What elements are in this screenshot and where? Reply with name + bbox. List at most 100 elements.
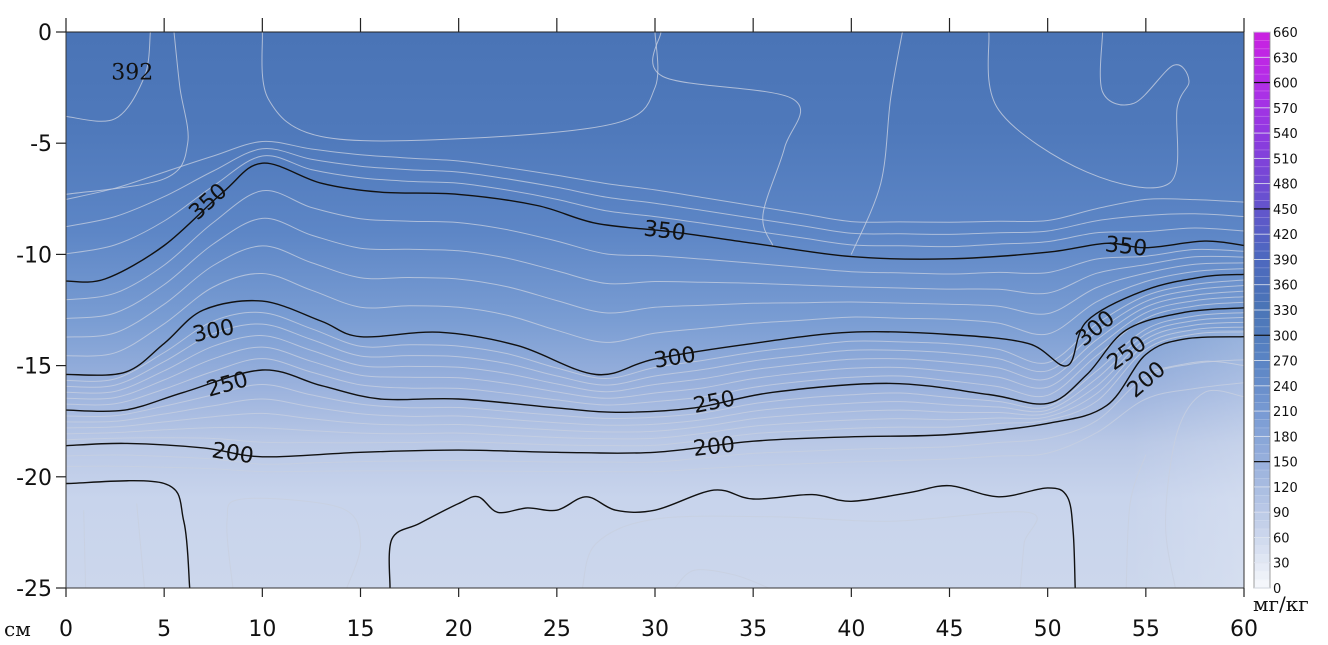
colorbar-swatch bbox=[1254, 208, 1270, 218]
colorbar-tick-label: 480 bbox=[1273, 178, 1298, 193]
thin-contour-lines bbox=[66, 32, 1244, 588]
colorbar-tick-label: 270 bbox=[1273, 355, 1298, 370]
contour-line-minor bbox=[652, 32, 801, 246]
x-tick-label: 35 bbox=[739, 617, 767, 641]
contour-line-minor bbox=[66, 279, 1244, 382]
colorbar-swatch bbox=[1254, 74, 1270, 84]
contour-line-minor bbox=[66, 190, 1244, 301]
y-tick-label: -5 bbox=[30, 132, 52, 157]
contour-line-minor bbox=[66, 382, 1244, 473]
x-axis-unit-label: см bbox=[4, 617, 31, 641]
contour-line-minor bbox=[987, 32, 1190, 189]
contour-label-350: 350 bbox=[642, 217, 687, 247]
colorbar-swatch bbox=[1254, 267, 1270, 277]
colorbar-swatch bbox=[1254, 234, 1270, 244]
colorbar-tick-label: 510 bbox=[1273, 152, 1298, 167]
contour-line-minor bbox=[226, 497, 362, 588]
contour-line-minor bbox=[850, 32, 903, 255]
contour-line-minor bbox=[581, 511, 1038, 588]
contour-line-minor bbox=[66, 359, 1244, 465]
colorbar-swatch bbox=[1254, 495, 1270, 505]
contour-line-minor bbox=[1164, 389, 1244, 588]
colorbar-swatch bbox=[1254, 444, 1270, 454]
colorbar-swatch bbox=[1254, 192, 1270, 202]
colorbar-swatch bbox=[1254, 470, 1270, 480]
colorbar-swatch bbox=[1254, 478, 1270, 488]
colorbar-swatch bbox=[1254, 259, 1270, 269]
colorbar-tick-label: 630 bbox=[1273, 51, 1298, 66]
contour-label-text: 350 bbox=[642, 217, 687, 247]
contour-line-350 bbox=[66, 162, 1244, 283]
contour-line-300 bbox=[66, 273, 1244, 376]
colorbar-swatch bbox=[1254, 453, 1270, 463]
colorbar-swatch bbox=[1254, 133, 1270, 143]
colorbar-tick-label: 60 bbox=[1273, 531, 1290, 546]
colorbar-swatch bbox=[1254, 90, 1270, 100]
y-tick-label: -20 bbox=[16, 466, 52, 491]
colorbar-swatch bbox=[1254, 251, 1270, 261]
colorbar-swatch bbox=[1254, 486, 1270, 496]
colorbar-swatch bbox=[1254, 436, 1270, 446]
contour-line-minor bbox=[66, 217, 1244, 319]
colorbar-swatch bbox=[1254, 326, 1270, 336]
colorbar-swatch bbox=[1254, 503, 1270, 513]
x-tick-label: 20 bbox=[445, 617, 473, 641]
x-tick-label: 45 bbox=[936, 617, 964, 641]
colorbar-swatch bbox=[1254, 284, 1270, 294]
colorbar-swatch bbox=[1254, 183, 1270, 193]
colorbar-swatch bbox=[1254, 360, 1270, 370]
contour-line-minor bbox=[66, 312, 1244, 419]
colorbar-swatch bbox=[1254, 200, 1270, 210]
colorbar-swatch bbox=[1254, 99, 1270, 109]
colorbar-swatch bbox=[1254, 149, 1270, 159]
contour-line-minor bbox=[66, 268, 1244, 357]
colorbar-tick-label: 0 bbox=[1273, 582, 1281, 597]
colorbar-swatch bbox=[1254, 427, 1270, 437]
colorbar-tick-label: 300 bbox=[1273, 329, 1298, 344]
contour-line-minor bbox=[66, 148, 1244, 235]
x-tick-label: 55 bbox=[1132, 617, 1160, 641]
contour-line-minor bbox=[66, 140, 1244, 223]
colorbar-swatch bbox=[1254, 520, 1270, 530]
contour-line-minor bbox=[66, 316, 1244, 426]
contour-line-minor bbox=[136, 503, 145, 588]
field-lower-right-highlight bbox=[1130, 330, 1244, 588]
contour-line-200 bbox=[66, 336, 1244, 458]
colorbar-tick-label: 30 bbox=[1273, 557, 1290, 572]
colorbar-swatch bbox=[1254, 385, 1270, 395]
colorbar-swatch bbox=[1254, 461, 1270, 471]
colorbar-swatch bbox=[1254, 335, 1270, 345]
colorbar-swatch bbox=[1254, 529, 1270, 539]
x-tick-label: 30 bbox=[641, 617, 669, 641]
colorbar-swatch bbox=[1254, 301, 1270, 311]
colorbar-tick-label: 570 bbox=[1273, 102, 1298, 117]
colorbar-unit-label: мг/кг bbox=[1253, 592, 1309, 616]
colorbar-swatch bbox=[1254, 242, 1270, 252]
contour-line-minor bbox=[66, 331, 1244, 447]
contour-line-minor bbox=[261, 32, 659, 142]
major-contour-lines bbox=[66, 162, 1244, 588]
colorbar-tick-label: 390 bbox=[1273, 253, 1298, 268]
colorbar-swatch bbox=[1254, 158, 1270, 168]
colorbar-swatch bbox=[1254, 545, 1270, 555]
peak-value-annotation: 392 bbox=[111, 60, 153, 85]
colorbar-swatch bbox=[1254, 166, 1270, 176]
contour-line-250 bbox=[66, 307, 1244, 414]
contour-line-minor bbox=[66, 301, 1244, 406]
x-tick-label: 15 bbox=[347, 617, 375, 641]
colorbar-swatch bbox=[1254, 293, 1270, 303]
contour-line-minor bbox=[83, 510, 87, 588]
y-axis: 0 -5 -10 -15 -20 -25 bbox=[16, 21, 66, 602]
colorbar-swatch bbox=[1254, 579, 1270, 589]
colorbar-tick-label: 210 bbox=[1273, 405, 1298, 420]
colorbar-legend: 0 30 60 90 120 150 180 210 240 270 300 330 360 390 420… bbox=[1253, 26, 1298, 597]
colorbar-swatch bbox=[1254, 394, 1270, 404]
colorbar-tick-label: 450 bbox=[1273, 203, 1298, 218]
x-tick-label: 5 bbox=[157, 617, 171, 641]
colorbar-swatch bbox=[1254, 48, 1270, 58]
colorbar-tick-label: 90 bbox=[1273, 506, 1290, 521]
colorbar-tick-label: 120 bbox=[1273, 481, 1298, 496]
y-tick-label: -25 bbox=[16, 577, 52, 602]
